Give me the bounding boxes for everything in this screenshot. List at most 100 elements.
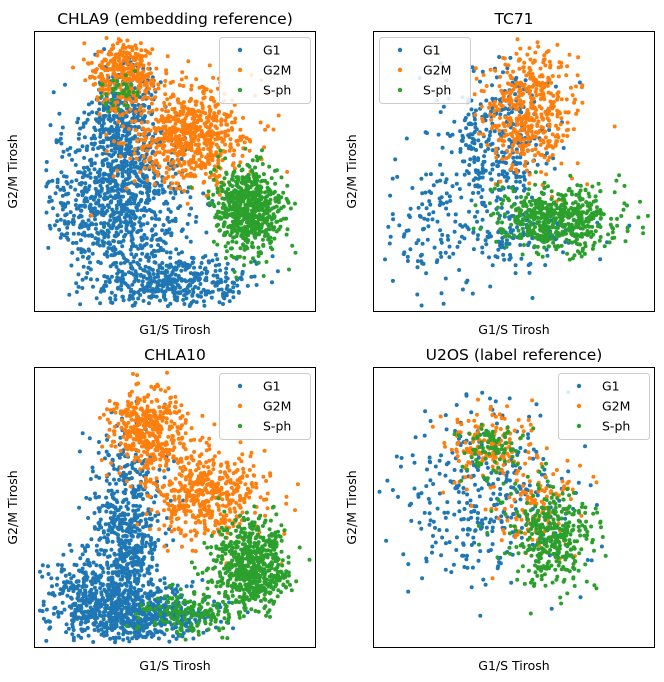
data-point	[137, 220, 142, 224]
data-point	[158, 237, 163, 242]
data-point	[201, 180, 206, 185]
data-point	[83, 181, 88, 186]
data-point	[151, 122, 156, 126]
data-point	[217, 192, 222, 197]
data-point	[447, 255, 452, 260]
data-point	[265, 181, 270, 185]
data-point	[168, 255, 173, 260]
panel-title: CHLA9 (embedding reference)	[57, 10, 293, 28]
data-point	[81, 57, 86, 62]
data-point	[124, 212, 129, 217]
data-point	[88, 171, 93, 176]
data-point	[233, 200, 238, 205]
data-point	[166, 138, 171, 143]
data-point	[492, 129, 497, 134]
data-point	[191, 290, 196, 295]
data-point	[250, 241, 255, 245]
data-point	[121, 58, 126, 63]
data-point	[530, 118, 535, 122]
data-point	[78, 238, 83, 243]
data-point	[533, 201, 538, 205]
data-point	[129, 82, 134, 87]
data-point	[74, 206, 79, 211]
data-point	[481, 132, 486, 137]
data-point	[238, 246, 243, 251]
data-point	[218, 148, 223, 153]
data-point	[493, 254, 498, 259]
data-point	[100, 82, 105, 87]
data-point	[94, 296, 99, 301]
data-point	[100, 145, 105, 150]
data-point	[164, 71, 169, 76]
data-point	[550, 74, 555, 78]
data-point	[156, 86, 161, 91]
data-point	[215, 257, 220, 262]
data-point	[200, 84, 205, 89]
data-point	[184, 113, 189, 118]
data-point	[130, 241, 135, 246]
data-point	[170, 181, 175, 186]
data-point	[233, 116, 238, 121]
data-point	[207, 114, 212, 119]
data-point	[469, 198, 474, 203]
data-point	[614, 178, 619, 183]
data-point	[119, 160, 124, 164]
data-point	[525, 168, 529, 173]
data-point	[168, 80, 173, 85]
data-point	[476, 176, 481, 181]
data-point	[138, 272, 143, 277]
data-point	[179, 277, 184, 281]
data-point	[571, 217, 576, 222]
data-point	[132, 179, 137, 184]
data-point	[258, 155, 263, 160]
data-point	[252, 203, 257, 208]
data-point	[621, 207, 626, 212]
data-point	[498, 227, 503, 232]
data-point	[540, 234, 545, 239]
data-point	[116, 65, 121, 70]
data-point	[527, 219, 532, 224]
data-point	[132, 103, 137, 108]
data-point	[225, 187, 230, 192]
data-point	[106, 127, 111, 132]
data-point	[174, 247, 179, 252]
data-point	[476, 190, 481, 195]
data-point	[94, 67, 99, 72]
data-point	[193, 219, 198, 224]
data-point	[281, 216, 286, 221]
data-point	[480, 217, 485, 222]
data-point	[577, 217, 582, 222]
data-point	[527, 270, 532, 275]
data-point	[541, 140, 546, 145]
data-point	[119, 283, 124, 288]
data-point	[62, 174, 66, 179]
data-point	[184, 123, 189, 128]
data-point	[472, 141, 477, 146]
data-point	[88, 277, 93, 282]
data-point	[527, 85, 531, 89]
data-point	[524, 232, 529, 237]
data-point	[477, 131, 481, 136]
data-point	[514, 175, 519, 180]
data-point	[173, 147, 178, 152]
data-point	[55, 213, 60, 218]
data-point	[120, 90, 125, 95]
data-point	[532, 58, 537, 63]
data-point	[445, 234, 450, 238]
data-point	[116, 285, 121, 290]
data-point	[152, 210, 157, 215]
data-point	[156, 127, 161, 132]
data-point	[499, 205, 504, 210]
data-point	[544, 172, 549, 177]
data-point	[222, 220, 227, 225]
data-point	[234, 139, 239, 143]
data-point	[136, 203, 141, 208]
data-point	[92, 161, 97, 166]
data-point	[142, 213, 146, 218]
data-point	[165, 54, 170, 59]
data-point	[84, 223, 88, 228]
data-point	[111, 253, 116, 258]
data-point	[388, 234, 393, 239]
data-point	[246, 163, 251, 168]
